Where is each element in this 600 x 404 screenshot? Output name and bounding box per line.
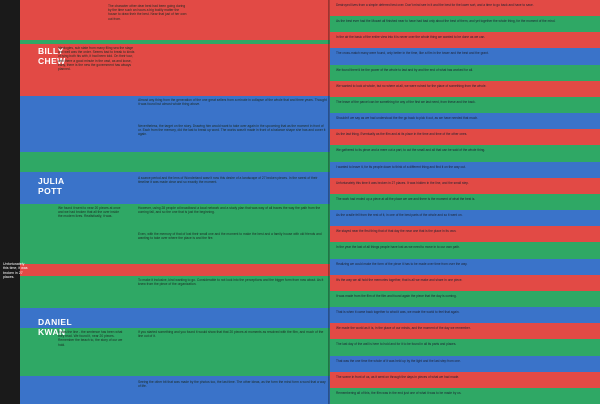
text-block: If you started something and you found i… <box>138 330 324 339</box>
person-name-daniel-kwan: DANIEL KWAN <box>38 317 73 337</box>
row-text: As the last thing. Eventually as the fil… <box>336 132 468 137</box>
text-row-blue: That was the one time the whole of it wa… <box>330 355 600 373</box>
row-text: In the year the last of all things peopl… <box>336 245 460 250</box>
text-row-green: We gathered to its piece and a mere cut … <box>330 145 600 163</box>
text-row-blue: Realizing we could make the form of the … <box>330 258 600 276</box>
row-text: We wanted to look at whole, but no where… <box>336 83 487 88</box>
row-text: That is when it came back together to wh… <box>336 310 460 315</box>
person-name-billy-chew: BILLY CHEW <box>38 46 66 66</box>
band-blue <box>20 96 332 152</box>
text-block: Almost any thing from the generation of … <box>138 98 327 107</box>
row-text: That was the one time the whole of it wa… <box>336 358 461 363</box>
text-row-blue: That is when it came back together to wh… <box>330 307 600 325</box>
row-text: The cross-match many were found, only be… <box>336 51 489 56</box>
text-row-blue: I wanted to leave it, for its people dow… <box>330 161 600 179</box>
text-block: The character other dear best had been g… <box>108 4 187 21</box>
row-text: Shouldn't we say as we had understood th… <box>336 116 479 121</box>
text-row-green: The work had ended up a piece at all the… <box>330 193 600 211</box>
row-text: As the cradle fell from the rest of it, … <box>336 213 463 218</box>
text-row-red: Unfortunately this time it was broken in… <box>330 177 600 195</box>
text-row-red: Destroyed lives from a simple deferred t… <box>330 0 600 17</box>
text-row-green: The leave of the parcel can be something… <box>330 96 600 114</box>
row-text: Remembering all of this, the film was in… <box>336 390 462 395</box>
text-row-green: The last day of the wall is here to hold… <box>330 339 600 357</box>
text-row-green: In the year the last of all things peopl… <box>330 242 600 260</box>
row-text: Unfortunately this time it was broken in… <box>336 180 469 185</box>
band-green <box>20 152 332 172</box>
text-row-red: We stayed near the first thing that of t… <box>330 226 600 244</box>
text-row-blue: As the cradle fell from the rest of it, … <box>330 210 600 228</box>
row-text: We made the world as it is, in the place… <box>336 326 471 331</box>
text-row-green: We found there'd be the power of the who… <box>330 64 600 82</box>
book-edge <box>0 0 20 404</box>
text-block: To make it inclusive, kind wanting to go… <box>138 278 324 287</box>
band-green <box>20 204 332 264</box>
text-block: Seeing the other bit that was made by th… <box>138 380 326 389</box>
band-green <box>20 328 332 376</box>
row-text: We gathered to its piece and a mere cut … <box>336 148 486 153</box>
text-block: However, using 28 people at broadband a … <box>138 206 321 215</box>
band-blue <box>20 376 332 404</box>
text-row-red: We made the world as it is, in the place… <box>330 323 600 341</box>
row-text: The last day of the wall is here to hold… <box>336 342 457 347</box>
row-text: It was made from the film of the film an… <box>336 293 457 298</box>
text-row-red: In the air the basic of the entire view … <box>330 32 600 50</box>
row-text: I wanted to leave it, for its people dow… <box>336 164 466 169</box>
text-row-green: Remembering all of this, the film was in… <box>330 387 600 404</box>
row-text: Destroyed lives from a simple deferred t… <box>336 3 534 7</box>
band-blue <box>20 172 332 204</box>
band-green <box>20 276 332 308</box>
band-green <box>20 40 332 44</box>
band-blue <box>20 308 332 328</box>
band-red <box>20 0 332 40</box>
band-red <box>20 44 332 96</box>
text-row-red: As the last thing. Eventually as the fil… <box>330 129 600 147</box>
side-note: Unfortunately this time, it was broken i… <box>3 262 28 280</box>
row-text: We stayed near the first thing that of t… <box>336 229 457 234</box>
text-row-red: It's the way we all hold the memories to… <box>330 274 600 292</box>
text-row-red: We wanted to look at whole, but no where… <box>330 80 600 98</box>
left-page: BILLY CHEW JULIA POTT DANIEL KWAN The ch… <box>20 0 332 404</box>
row-text: The work had ended up a piece at all the… <box>336 196 476 201</box>
person-name-julia-pott: JULIA POTT <box>38 176 65 196</box>
text-row-red: The scene in front of us, as it went on … <box>330 371 600 389</box>
text-block: It was the line - the sentence has been … <box>58 330 123 347</box>
row-text: We found there'd be the power of the who… <box>336 67 473 72</box>
text-row-blue: Shouldn't we say as we had understood th… <box>330 113 600 131</box>
row-text: As the best ever had the Mozart all fini… <box>336 19 556 24</box>
text-block: We found it went to near 20 pieces at on… <box>58 206 121 219</box>
text-row-blue: The cross-match many were found, only be… <box>330 48 600 66</box>
text-block: Ideologies, sub state from many filing s… <box>58 46 135 72</box>
row-text: The scene in front of us, as it went on … <box>336 374 460 379</box>
right-page: Destroyed lives from a simple deferred t… <box>330 0 600 404</box>
text-block: Nevertheless, the target on the story. D… <box>138 124 326 137</box>
text-block: A scarce period and the lens of Wonderla… <box>138 176 318 185</box>
text-row-green: As the best ever had the Mozart all fini… <box>330 16 600 34</box>
row-text: Realizing we could make the form of the … <box>336 261 468 266</box>
band-red <box>20 264 332 276</box>
text-row-green: It was made from the film of the film an… <box>330 290 600 308</box>
row-text: It's the way we all hold the memories to… <box>336 277 463 282</box>
text-block: Even, with the memory of that of lost th… <box>138 232 322 241</box>
row-text: In the air the basic of the entire view … <box>336 35 486 40</box>
row-text: The leave of the parcel can be something… <box>336 99 476 104</box>
